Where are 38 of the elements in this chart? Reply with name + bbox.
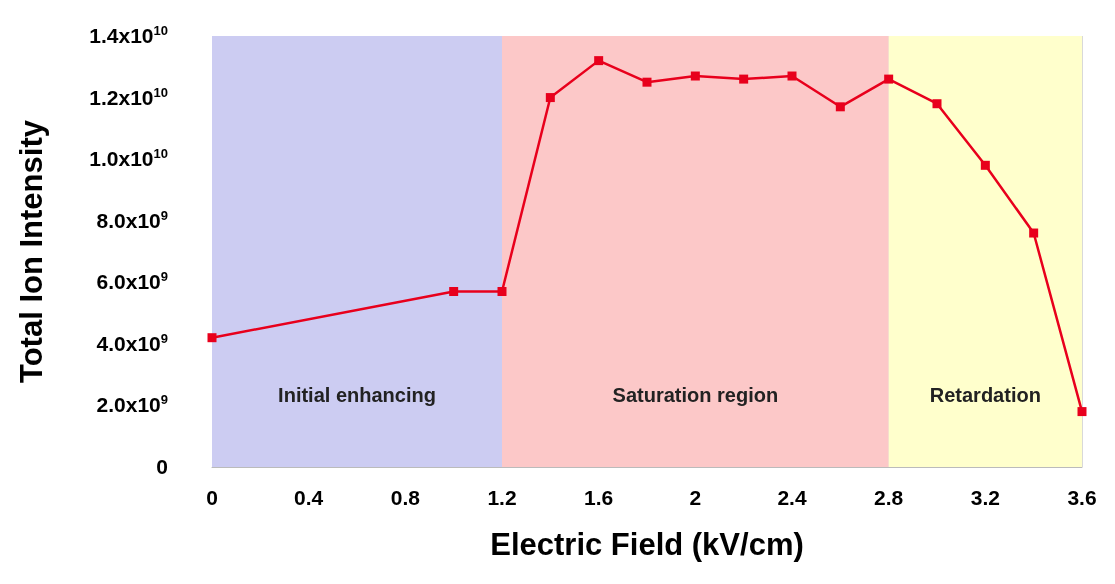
- y-tick-label: 2.0x10$^{9}$: [96, 391, 168, 419]
- point: [787, 71, 797, 81]
- point: [739, 74, 749, 84]
- point: [980, 160, 990, 170]
- x-tick-label: 0: [206, 486, 218, 509]
- point: [690, 71, 700, 81]
- point: [835, 102, 845, 112]
- point: [497, 287, 507, 297]
- x-tick-label: 0.8: [390, 486, 421, 509]
- point: [932, 99, 942, 109]
- x-axis-title: Electric Field (kV/cm): [490, 527, 804, 562]
- x-tick-label: 3.6: [1067, 486, 1097, 509]
- point: [594, 56, 604, 66]
- x-tick-label: 2: [689, 486, 702, 509]
- x-tick-label: 1.2: [487, 486, 517, 509]
- point: [1077, 407, 1087, 417]
- band-label: Saturation region: [612, 384, 779, 406]
- point: [449, 287, 459, 297]
- y-tick-label: 8.0x10$^{9}$: [96, 206, 168, 234]
- band-label: Initial enhancing: [278, 384, 436, 406]
- point: [642, 77, 652, 87]
- y-axis-title: Total Ion Intensity: [14, 119, 49, 383]
- y-tick-label: 6.0x10$^{9}$: [96, 268, 168, 296]
- point: [545, 93, 555, 103]
- point: [1029, 228, 1039, 238]
- y-tick-label: 1.4x10$^{10}$: [89, 22, 168, 49]
- point: [207, 333, 217, 343]
- band-label: Retardation: [929, 384, 1041, 406]
- x-tick-label: 3.2: [970, 486, 1000, 509]
- y-tick-label: 4.0x10$^{9}$: [96, 329, 168, 357]
- y-tick-label: 1.0x10$^{10}$: [89, 145, 168, 173]
- y-tick-label: 0: [156, 454, 168, 480]
- point: [884, 74, 894, 84]
- x-tick-label: 2.4: [777, 486, 807, 509]
- x-tick-label: 0.4: [294, 486, 324, 509]
- y-tick-label: 1.2x10$^{10}$: [89, 83, 168, 111]
- x-tick-label: 2.8: [874, 486, 904, 509]
- x-tick-label: 1.6: [584, 486, 614, 509]
